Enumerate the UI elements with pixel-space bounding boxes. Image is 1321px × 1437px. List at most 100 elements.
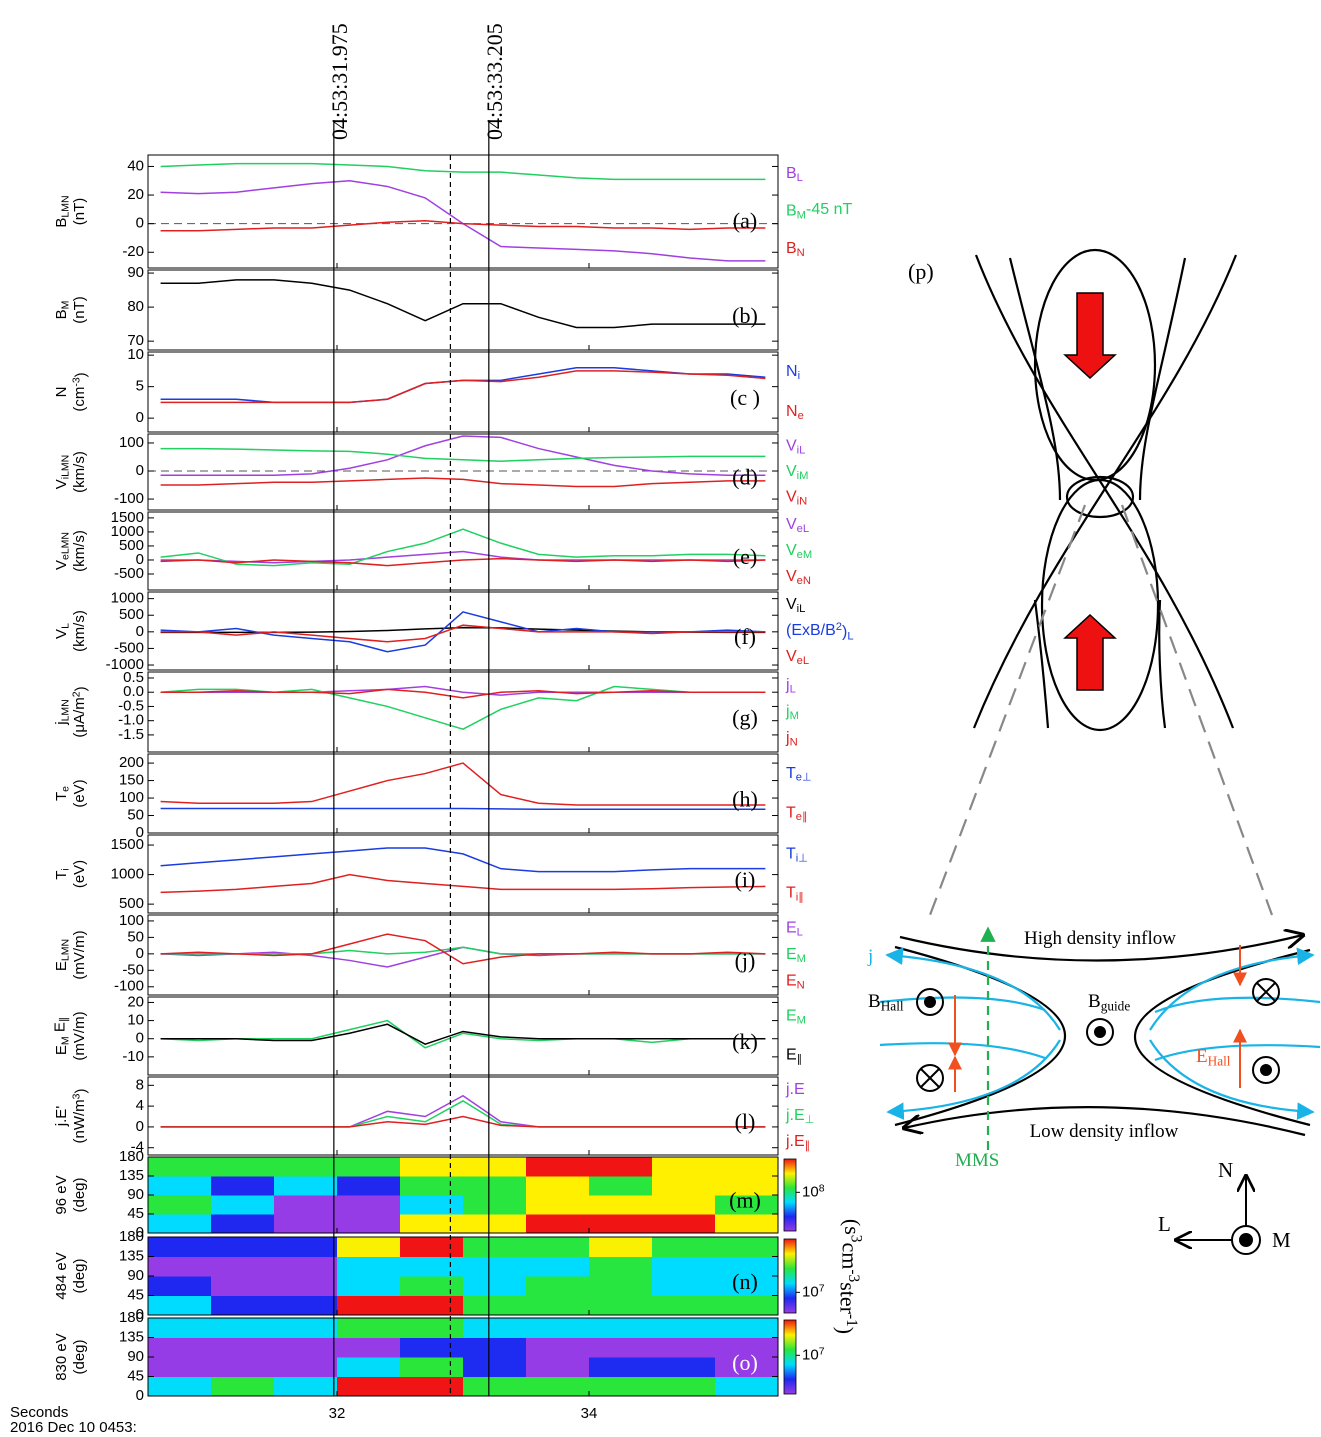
- panel-label: (n): [732, 1269, 758, 1294]
- out-of-plane: [916, 988, 944, 1016]
- legend-entry: Ti⊥: [786, 846, 808, 865]
- y-axis-label: (mV/m): [71, 1011, 88, 1060]
- panel-label: (l): [735, 1109, 756, 1134]
- heat-cell: [274, 1295, 338, 1316]
- colorbar-tick-label: 107: [802, 1282, 825, 1300]
- heat-cell: [463, 1176, 527, 1196]
- y-axis-label: (km/s): [71, 530, 88, 572]
- y-tick-label: 0: [136, 824, 144, 841]
- heat-cell: [526, 1318, 590, 1338]
- colorbar-tick-label: 107: [802, 1345, 825, 1363]
- y-axis-label: (nT): [71, 296, 88, 324]
- heat-cell: [589, 1237, 653, 1257]
- y-tick-label: 1000: [111, 590, 144, 607]
- axis-m: [1231, 1225, 1261, 1255]
- heat-cell: [400, 1318, 464, 1338]
- diagram: (p): [867, 248, 1321, 1255]
- current-line: [1154, 996, 1321, 1014]
- legend-entry: Ni: [786, 363, 800, 382]
- y-tick-label: 45: [127, 1367, 144, 1384]
- y-tick-label: 90: [127, 1267, 144, 1284]
- legend-entry: Te⊥: [786, 765, 812, 784]
- current-line: [886, 1039, 1061, 1120]
- y-tick-label: 0: [136, 1387, 144, 1404]
- y-tick-label: 1500: [111, 836, 144, 853]
- colorbar: [783, 1319, 797, 1395]
- heat-cell: [715, 1337, 779, 1358]
- island: [1065, 475, 1135, 519]
- heat-cell: [148, 1256, 212, 1277]
- heat-cell: [463, 1157, 527, 1177]
- panel-label: (f): [734, 624, 756, 649]
- heat-cell: [463, 1195, 527, 1215]
- heat-cell: [589, 1318, 653, 1338]
- panel: Ni Ne 0 5 10 N (cm-3) (c ): [53, 346, 804, 433]
- current-line: [1149, 947, 1315, 1031]
- heat-cell: [211, 1195, 275, 1215]
- heat-cell: [211, 1337, 275, 1358]
- heat-cell: [337, 1337, 401, 1358]
- series-line: [160, 162, 766, 181]
- heat-cell: [211, 1237, 275, 1257]
- heat-cell: [337, 1295, 401, 1316]
- x-axis-label: 2016 Dec 10 0453:: [10, 1419, 137, 1436]
- heat-cell: [400, 1214, 464, 1234]
- out-of-plane: [1086, 1018, 1114, 1046]
- heat-cell: [274, 1195, 338, 1215]
- legend-entry: jL: [785, 677, 796, 696]
- heat-cell: [400, 1295, 464, 1316]
- panel-label: (a): [733, 208, 757, 233]
- field-line: [1138, 257, 1187, 501]
- y-axis-label: j.E': [53, 1106, 70, 1128]
- y-axis-label: ELMN: [53, 939, 71, 971]
- y-tick-label: 200: [119, 754, 144, 771]
- panel-label: (b): [732, 303, 758, 328]
- y-tick-label: -500: [114, 639, 144, 656]
- heat-cell: [148, 1237, 212, 1257]
- field-line: [974, 254, 1235, 729]
- panel: 107 0 45 90 135 180 830 eV (deg) (o): [53, 1309, 825, 1404]
- heat-cell: [463, 1256, 527, 1277]
- into-plane: [916, 1064, 944, 1092]
- field-line: [1033, 599, 1050, 729]
- y-axis-label: 830 eV: [53, 1333, 70, 1381]
- y-axis-label: (μA/m2): [70, 686, 89, 737]
- series-line: [160, 873, 766, 894]
- heat-cell: [652, 1376, 716, 1397]
- heat-cell: [463, 1237, 527, 1257]
- diagram-text: Bguide: [1088, 991, 1130, 1013]
- y-tick-label: -100: [114, 978, 144, 995]
- outflow-arrow: [1063, 613, 1117, 691]
- field-line: [972, 254, 1238, 729]
- diagram-text: High density inflow: [1024, 928, 1176, 949]
- heat-cell: [148, 1376, 212, 1397]
- y-tick-label: -10: [122, 1048, 144, 1065]
- axis-label: M: [1272, 1228, 1291, 1252]
- diagram-text: EHall: [1196, 1046, 1231, 1068]
- panel-label: (e): [733, 544, 757, 569]
- out-of-plane: [1252, 1056, 1280, 1084]
- heat-cell: [526, 1237, 590, 1257]
- series-line: [160, 762, 766, 806]
- heat-cell: [400, 1337, 464, 1358]
- heat-cell: [274, 1337, 338, 1358]
- heat-cell: [211, 1295, 275, 1316]
- heat-cell: [274, 1357, 338, 1377]
- heat-cell: [526, 1295, 590, 1316]
- heat-cell: [589, 1256, 653, 1277]
- heat-cell: [652, 1214, 716, 1234]
- heat-cell: [148, 1276, 212, 1296]
- diagram-text: Low density inflow: [1030, 1121, 1179, 1142]
- y-tick-label: 0.5: [123, 669, 144, 686]
- heat-cell: [148, 1176, 212, 1196]
- y-axis-label: ViLMN: [53, 455, 71, 490]
- y-tick-label: 100: [119, 434, 144, 451]
- event-label: 04:53:31.975: [327, 23, 352, 140]
- y-tick-label: 0: [136, 215, 144, 232]
- y-tick-label: -50: [122, 961, 144, 978]
- heat-cell: [148, 1357, 212, 1377]
- y-tick-label: 0: [136, 462, 144, 479]
- y-axis-label: BLMN: [53, 195, 71, 227]
- heat-cell: [652, 1195, 716, 1215]
